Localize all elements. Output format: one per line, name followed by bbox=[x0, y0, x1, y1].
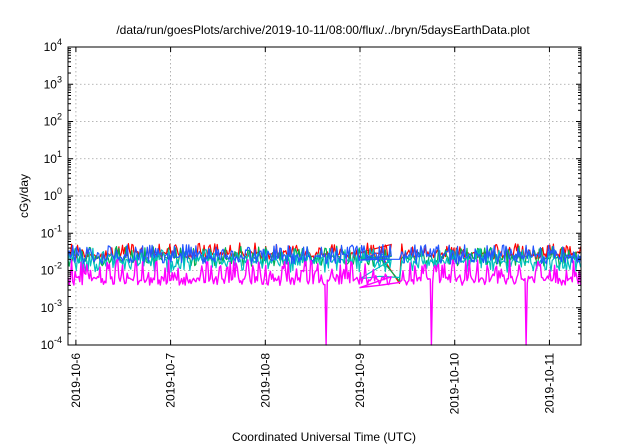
y-tick-label: 10-1 bbox=[41, 223, 62, 240]
y-tick-label: 10-3 bbox=[41, 298, 62, 315]
axis-ticks bbox=[68, 46, 581, 346]
chart-title: /data/run/goesPlots/archive/2019-10-11/0… bbox=[116, 23, 530, 37]
data-series-group bbox=[67, 242, 582, 346]
x-tick-label: 2019-10-7 bbox=[164, 353, 178, 408]
y-tick-label: 101 bbox=[44, 149, 62, 166]
y-tick-label: 103 bbox=[44, 74, 62, 91]
x-axis-tick-labels: 2019-10-6 2019-10-7 2019-10-8 2019-10-9 2019… bbox=[69, 353, 557, 415]
data-series-line bbox=[67, 243, 582, 265]
y-tick-label: 100 bbox=[44, 186, 62, 203]
x-tick-label: 2019-10-10 bbox=[448, 353, 462, 415]
x-axis-title: Coordinated Universal Time (UTC) bbox=[232, 430, 416, 444]
y-tick-label: 102 bbox=[44, 112, 62, 129]
y-tick-label: 104 bbox=[44, 37, 62, 54]
y-tick-label: 10-2 bbox=[41, 261, 62, 278]
x-tick-label: 2019-10-9 bbox=[353, 353, 367, 408]
data-series-line bbox=[67, 258, 582, 346]
x-tick-label: 2019-10-8 bbox=[258, 353, 272, 408]
grid-lines bbox=[68, 47, 581, 345]
x-tick-label: 2019-10-11 bbox=[542, 353, 556, 414]
x-tick-label: 2019-10-6 bbox=[69, 353, 83, 408]
y-tick-label: 10-4 bbox=[41, 335, 62, 352]
y-axis-title: cGy/day bbox=[17, 174, 31, 218]
y-axis-tick-labels: 10-4 10-3 10-2 10-1 100 101 102 103 104 bbox=[41, 37, 62, 352]
